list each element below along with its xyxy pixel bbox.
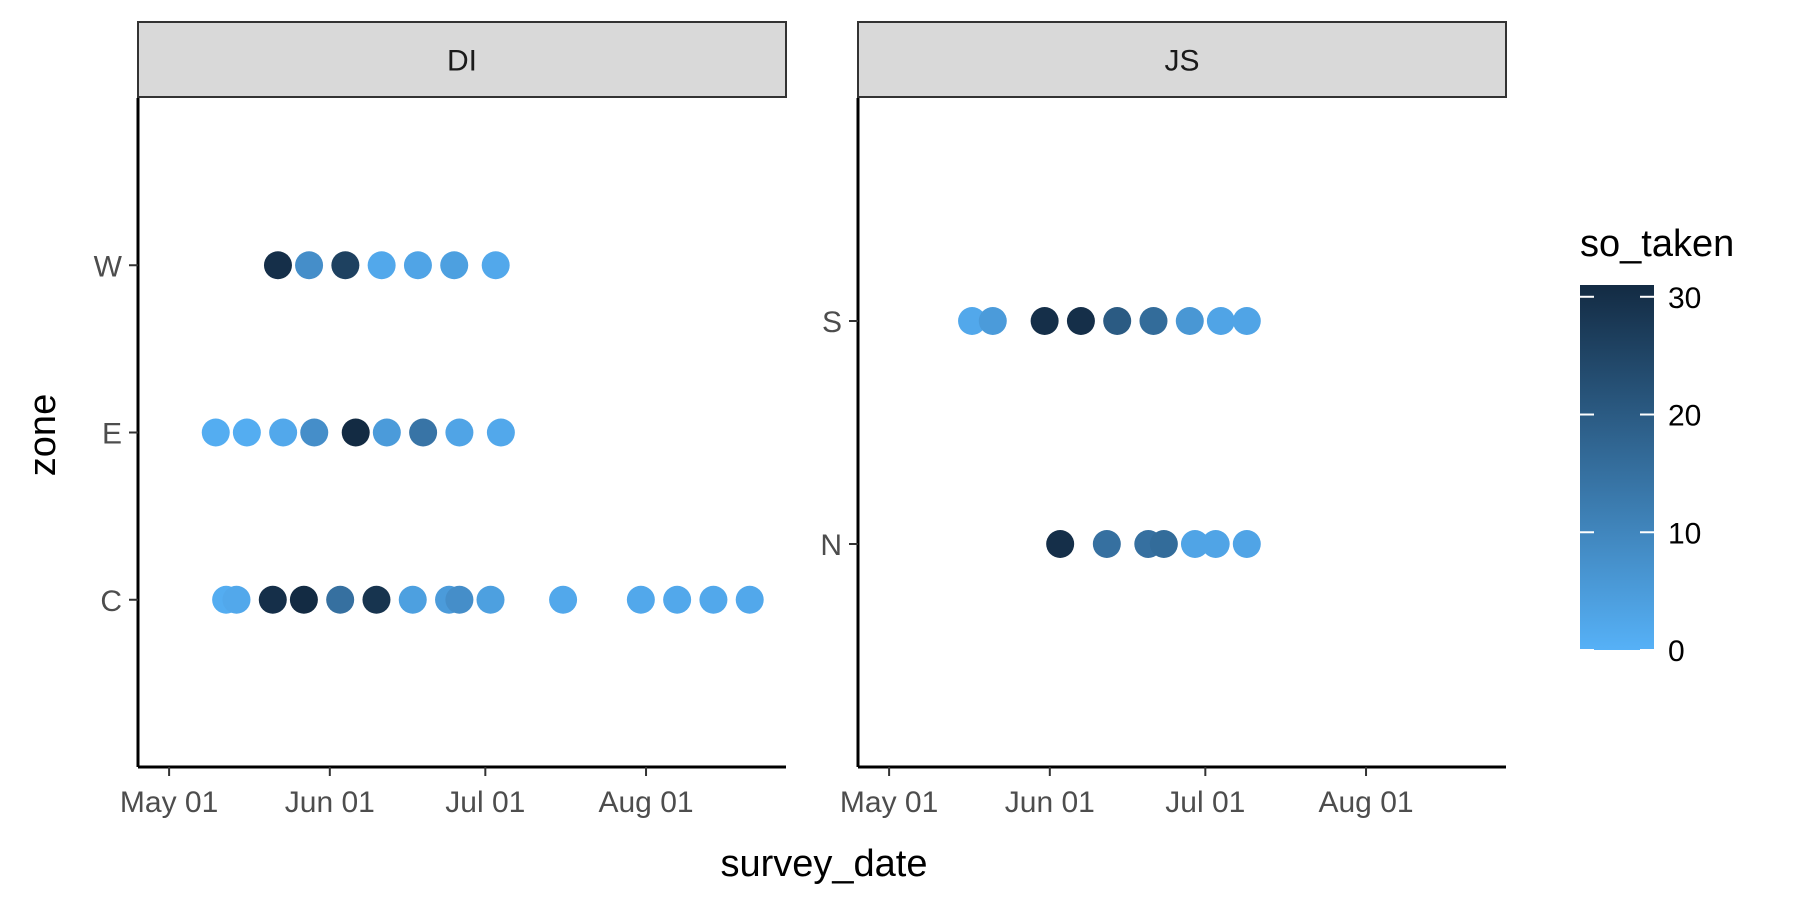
data-point	[222, 585, 251, 614]
data-point	[201, 418, 230, 447]
data-point	[1103, 307, 1132, 335]
data-point	[1066, 307, 1095, 335]
x-tick-label: Jul 01	[445, 786, 525, 819]
data-point	[1232, 307, 1261, 335]
x-tick-label: Aug 01	[598, 786, 693, 819]
data-point	[1175, 307, 1204, 335]
facet-panel-DI: DI C E W May 01 Jun 01 Jul 01 Aug 01	[94, 21, 787, 819]
data-point	[331, 251, 360, 280]
facet-panel-JS: JS N S May 01 Jun 01 Jul 01 Aug 01	[820, 21, 1507, 819]
data-point	[735, 585, 764, 614]
colorbar-tick-label: 0	[1668, 635, 1685, 668]
colorbar-tick-label: 10	[1668, 517, 1701, 550]
x-tick-label: Aug 01	[1318, 786, 1413, 819]
colorbar-tick-label: 20	[1668, 400, 1701, 433]
colorbar	[1580, 285, 1654, 650]
data-point	[481, 251, 510, 280]
data-point	[263, 251, 292, 280]
y-axis-title: zone	[22, 394, 64, 476]
data-point	[372, 418, 401, 447]
data-point	[269, 418, 298, 447]
data-point	[232, 418, 261, 447]
data-point	[1206, 307, 1235, 335]
x-tick-label: May 01	[120, 786, 218, 819]
x-tick-label: Jun 01	[285, 786, 375, 819]
facet-strip-label: DI	[447, 45, 477, 78]
colorbar-tick-label: 30	[1668, 282, 1701, 315]
data-point	[362, 585, 391, 614]
data-point	[289, 585, 318, 614]
x-axis-title: survey_date	[720, 843, 927, 885]
data-point	[978, 307, 1007, 335]
data-point	[476, 585, 505, 614]
facet-strip	[857, 21, 1507, 98]
data-point	[1092, 530, 1121, 558]
data-point	[549, 585, 578, 614]
facet-strip-label: JS	[1164, 45, 1199, 78]
data-point	[326, 585, 355, 614]
data-point	[300, 418, 329, 447]
data-point	[1180, 530, 1209, 558]
y-tick-label: N	[820, 529, 842, 562]
colorbar-legend: so_taken 0 10 20 30	[1580, 223, 1734, 668]
data-point	[1201, 530, 1230, 558]
data-point	[1139, 307, 1168, 335]
y-tick-label: C	[100, 585, 122, 618]
data-point	[445, 585, 474, 614]
data-point	[1046, 530, 1075, 558]
data-point	[403, 251, 432, 280]
facet-strip	[137, 21, 787, 98]
colorbar-ticks: 0 10 20 30	[1580, 282, 1701, 668]
data-point	[440, 251, 469, 280]
y-tick-label: W	[94, 250, 123, 283]
data-point	[1030, 307, 1059, 335]
data-point	[341, 418, 370, 447]
data-point	[626, 585, 655, 614]
data-point	[295, 251, 324, 280]
y-tick-label: E	[102, 418, 122, 451]
data-point	[409, 418, 438, 447]
data-point	[663, 585, 692, 614]
x-tick-label: May 01	[840, 786, 938, 819]
x-tick-label: Jun 01	[1005, 786, 1095, 819]
data-point	[699, 585, 728, 614]
legend-title: so_taken	[1580, 223, 1734, 265]
x-tick-label: Jul 01	[1165, 786, 1245, 819]
data-point	[1149, 530, 1178, 558]
y-tick-label: S	[822, 306, 842, 339]
data-point	[398, 585, 427, 614]
data-point	[258, 585, 287, 614]
data-point	[958, 307, 987, 335]
data-point	[1232, 530, 1261, 558]
data-point	[445, 418, 474, 447]
data-point	[486, 418, 515, 447]
data-point	[367, 251, 396, 280]
